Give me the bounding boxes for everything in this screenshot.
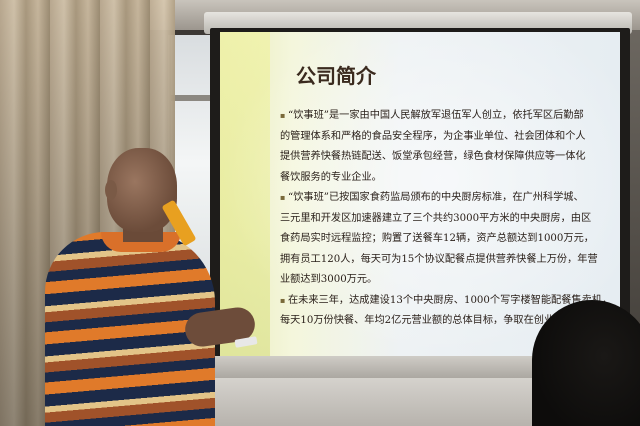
slide-text-line: ▪ “饮事班”已按国家食药监局颁布的中央厨房标准，在广州科学城、 bbox=[280, 188, 612, 209]
screen-bottom-bar bbox=[206, 356, 552, 380]
slide-paragraph: ▪ 在未来三年，达成建设13个中央厨房、1000个写字楼智能配餐售卖机， 每天10万… bbox=[280, 291, 612, 332]
bullet-icon: ▪ bbox=[280, 295, 286, 305]
slide-body: ▪ “饮事班”是一家由中国人民解放军退伍军人创立，依托军区后勤部 的管理体系和严格的… bbox=[280, 106, 612, 332]
slide-text-line: 餐饮服务的专业企业。 bbox=[280, 171, 382, 183]
slide-text-line: 的管理体系和严格的食品安全程序，为企事业单位、社会团体和个人 bbox=[280, 130, 586, 142]
slide-text-span: “饮事班”已按国家食药监局颁布的中央厨房标准，在广州科学城、 bbox=[288, 192, 584, 203]
slide-text-line: 业额达到3000万元。 bbox=[280, 274, 378, 285]
presenter-head bbox=[107, 148, 177, 232]
slide-paragraph: ▪ “饮事班”已按国家食药监局颁布的中央厨房标准，在广州科学城、 三元里和开发区加速… bbox=[280, 188, 612, 291]
presenter bbox=[35, 140, 258, 426]
slide-paragraph: ▪ “饮事班”是一家由中国人民解放军退伍军人创立，依托军区后勤部 的管理体系和严格的… bbox=[280, 106, 612, 188]
lectern-area bbox=[206, 378, 552, 426]
bullet-icon: ▪ bbox=[280, 193, 286, 202]
bullet-icon: ▪ bbox=[280, 111, 286, 120]
slide-text-span: “饮事班”是一家由中国人民解放军退伍军人创立，依托军区后勤部 bbox=[288, 110, 584, 121]
slide-text-line: 提供营养快餐热链配送、饭堂承包经营，绿色食材保障供应等一体化 bbox=[280, 151, 586, 162]
slide-text-line: 拥有员工120人，每天可为15个协议配餐点提供营养快餐上万份，年营 bbox=[280, 253, 598, 265]
slide-text-line: 食药局实时远程监控；购置了送餐车12辆，资产总额达到1000万元， bbox=[280, 233, 594, 244]
slide-text-line: 每天10万份快餐、年均2亿元营业额的总体目标，争取在创业板IPO。 bbox=[280, 315, 594, 326]
projected-slide: 公司简介 ▪ “饮事班”是一家由中国人民解放军退伍军人创立，依托军区后勤部 的管理体… bbox=[220, 32, 620, 358]
projector-glow bbox=[220, 32, 620, 358]
presenter-ear bbox=[105, 180, 117, 200]
slide-text-span: 在未来三年，达成建设13个中央厨房、1000个写字楼智能配餐售卖机， bbox=[288, 294, 613, 306]
slide-text-line: 三元里和开发区加速器建立了三个共约3000平方米的中央厨房，由区 bbox=[280, 212, 592, 224]
audience-silhouette bbox=[532, 300, 640, 426]
slide-title: 公司简介 bbox=[296, 64, 376, 88]
slide-text-line: ▪ 在未来三年，达成建设13个中央厨房、1000个写字楼智能配餐售卖机， bbox=[280, 291, 612, 312]
window-frame-bar bbox=[168, 95, 213, 101]
slide-text-line: ▪ “饮事班”是一家由中国人民解放军退伍军人创立，依托军区后勤部 bbox=[280, 106, 612, 127]
